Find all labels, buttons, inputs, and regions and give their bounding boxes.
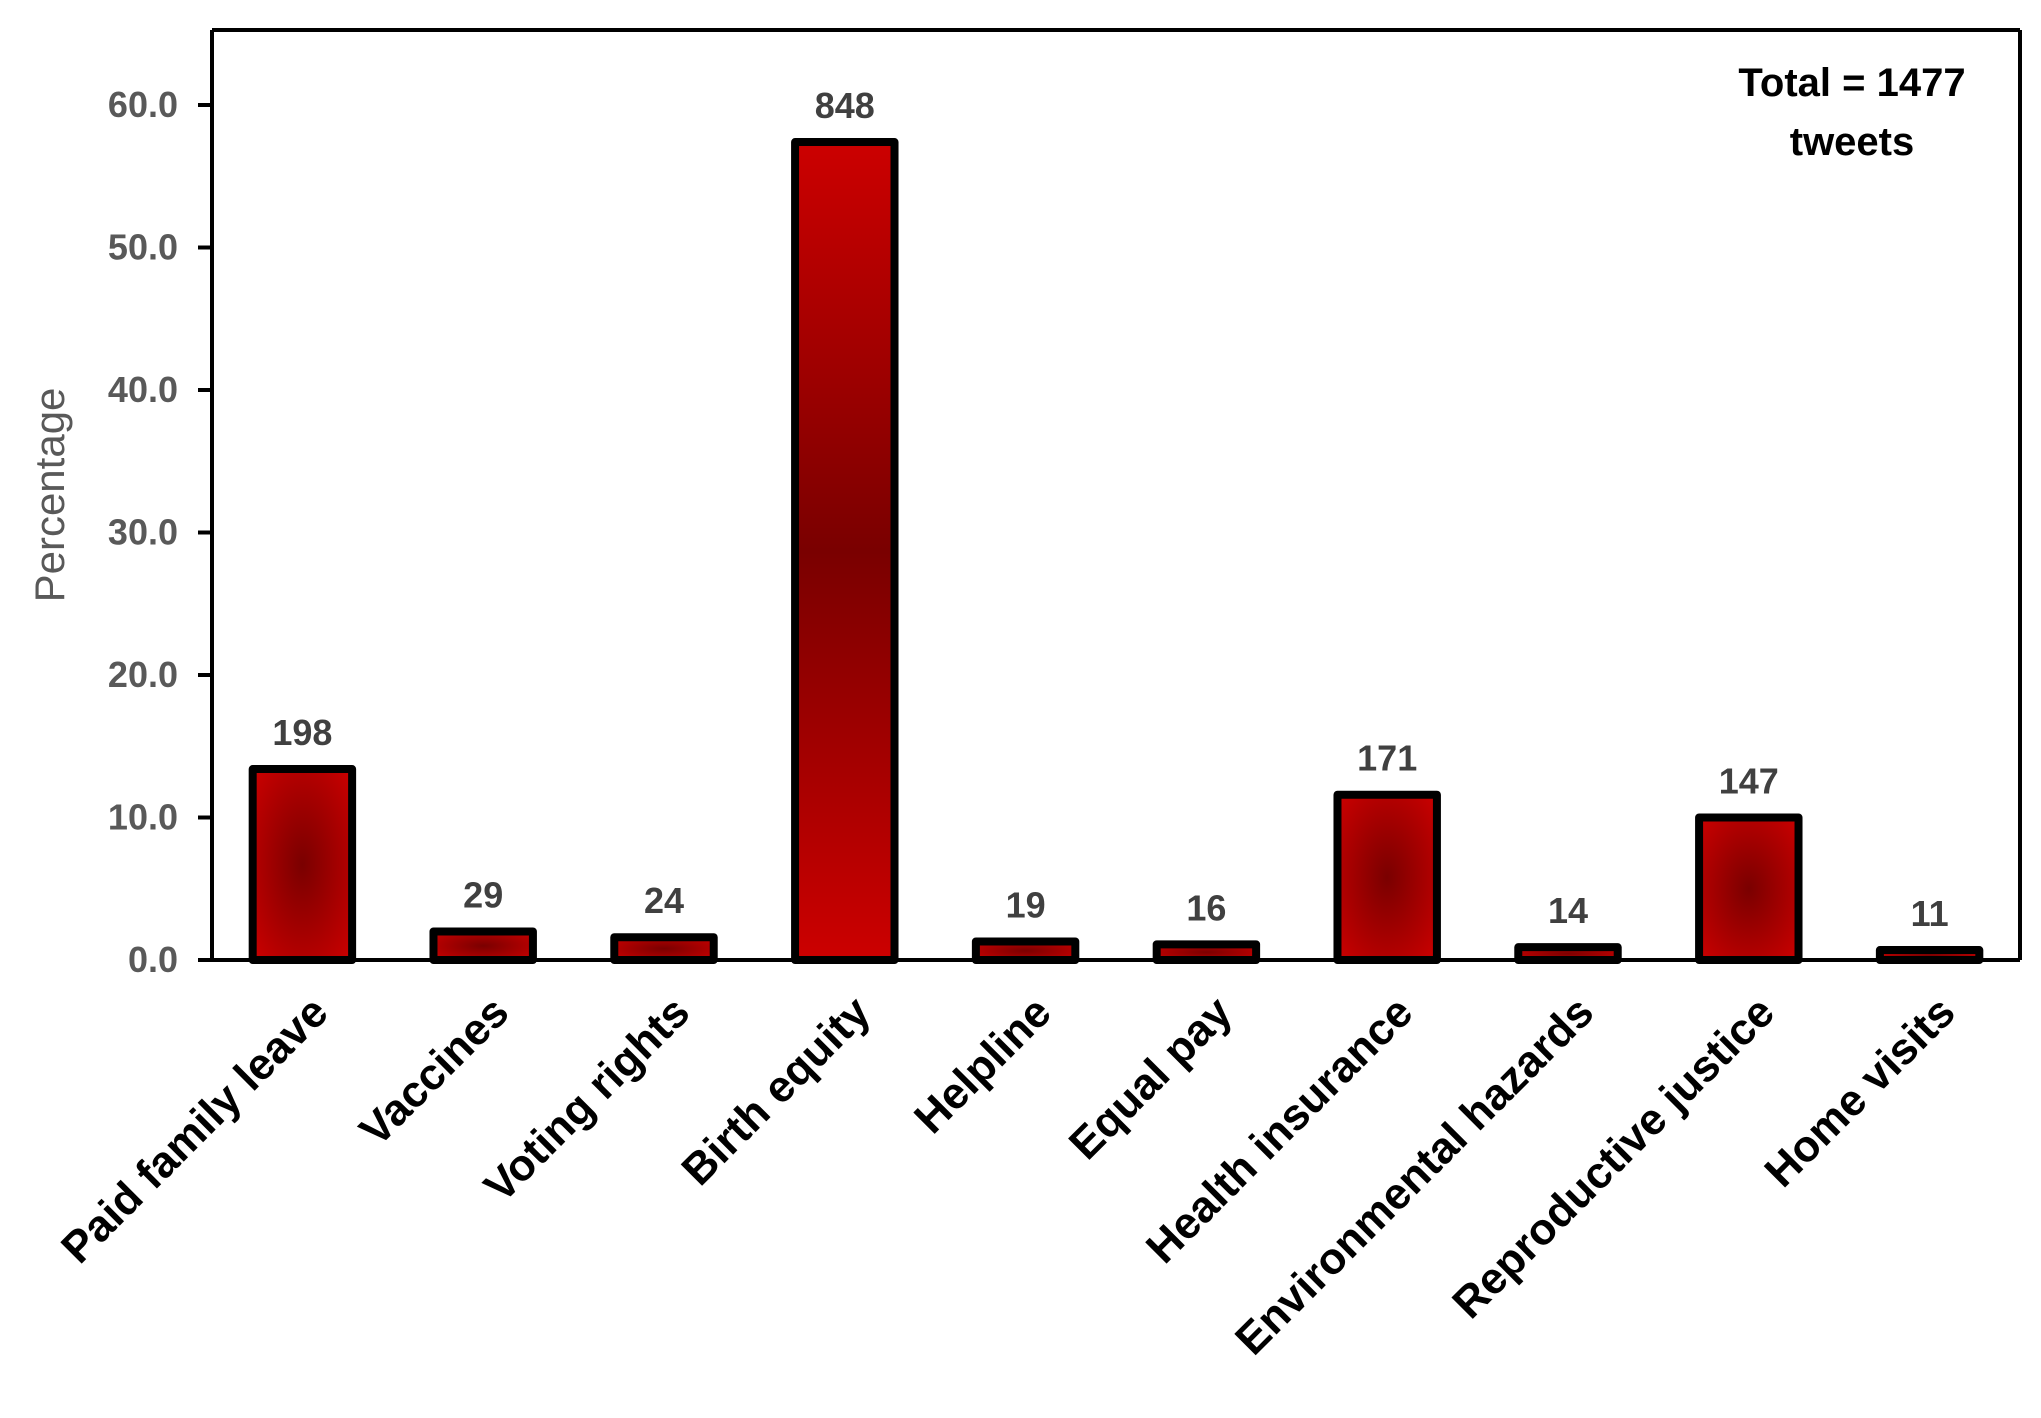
y-tick-label: 0.0 xyxy=(128,939,178,980)
bar xyxy=(429,927,537,964)
category-label: Vaccines xyxy=(350,987,518,1155)
bar-data-label: 19 xyxy=(1006,884,1046,925)
y-tick-label: 60.0 xyxy=(108,84,178,125)
category-label: Paid family leave xyxy=(52,987,337,1272)
bar-data-label: 147 xyxy=(1719,761,1779,802)
bar-data-label: 171 xyxy=(1357,738,1417,779)
bar-data-label: 848 xyxy=(815,85,875,126)
bar xyxy=(971,937,1080,964)
y-axis-ticks: 0.0 10.0 20.0 30.0 40.0 50.0 60.0 xyxy=(108,84,212,980)
category-label: Reproductive justice xyxy=(1443,987,1784,1328)
y-axis-label: Percentage xyxy=(26,388,73,603)
y-tick-label: 10.0 xyxy=(108,797,178,838)
y-tick-label: 20.0 xyxy=(108,654,178,695)
category-label: Helpline xyxy=(905,987,1061,1143)
y-tick-label: 30.0 xyxy=(108,512,178,553)
plot-frame xyxy=(210,28,2022,960)
bar xyxy=(791,138,899,965)
bar xyxy=(1333,790,1441,965)
total-annotation: Total = 1477 tweets xyxy=(1738,61,1965,164)
y-tick-label: 50.0 xyxy=(108,227,178,268)
bar-data-label: 24 xyxy=(644,880,684,921)
category-label: Equal pay xyxy=(1060,987,1242,1169)
data-labels: 198 29 24 848 19 16 171 14 147 11 xyxy=(272,85,1948,934)
bar xyxy=(610,933,718,965)
bar xyxy=(1695,813,1803,964)
total-annotation-line1: Total = 1477 xyxy=(1738,61,1965,105)
bar-data-label: 198 xyxy=(272,712,332,753)
category-label: Home visits xyxy=(1755,987,1964,1196)
category-label: Birth equity xyxy=(672,987,880,1195)
bars xyxy=(248,138,1984,965)
bar xyxy=(248,765,357,964)
total-annotation-line2: tweets xyxy=(1790,120,1915,164)
bar-data-label: 14 xyxy=(1548,890,1588,931)
bar-data-label: 11 xyxy=(1911,893,1949,934)
bar-data-label: 16 xyxy=(1186,887,1226,928)
y-tick-label: 40.0 xyxy=(108,369,178,410)
bar-data-label: 29 xyxy=(463,875,503,916)
bar xyxy=(1152,940,1261,965)
category-label: Environmental hazards xyxy=(1226,987,1603,1364)
